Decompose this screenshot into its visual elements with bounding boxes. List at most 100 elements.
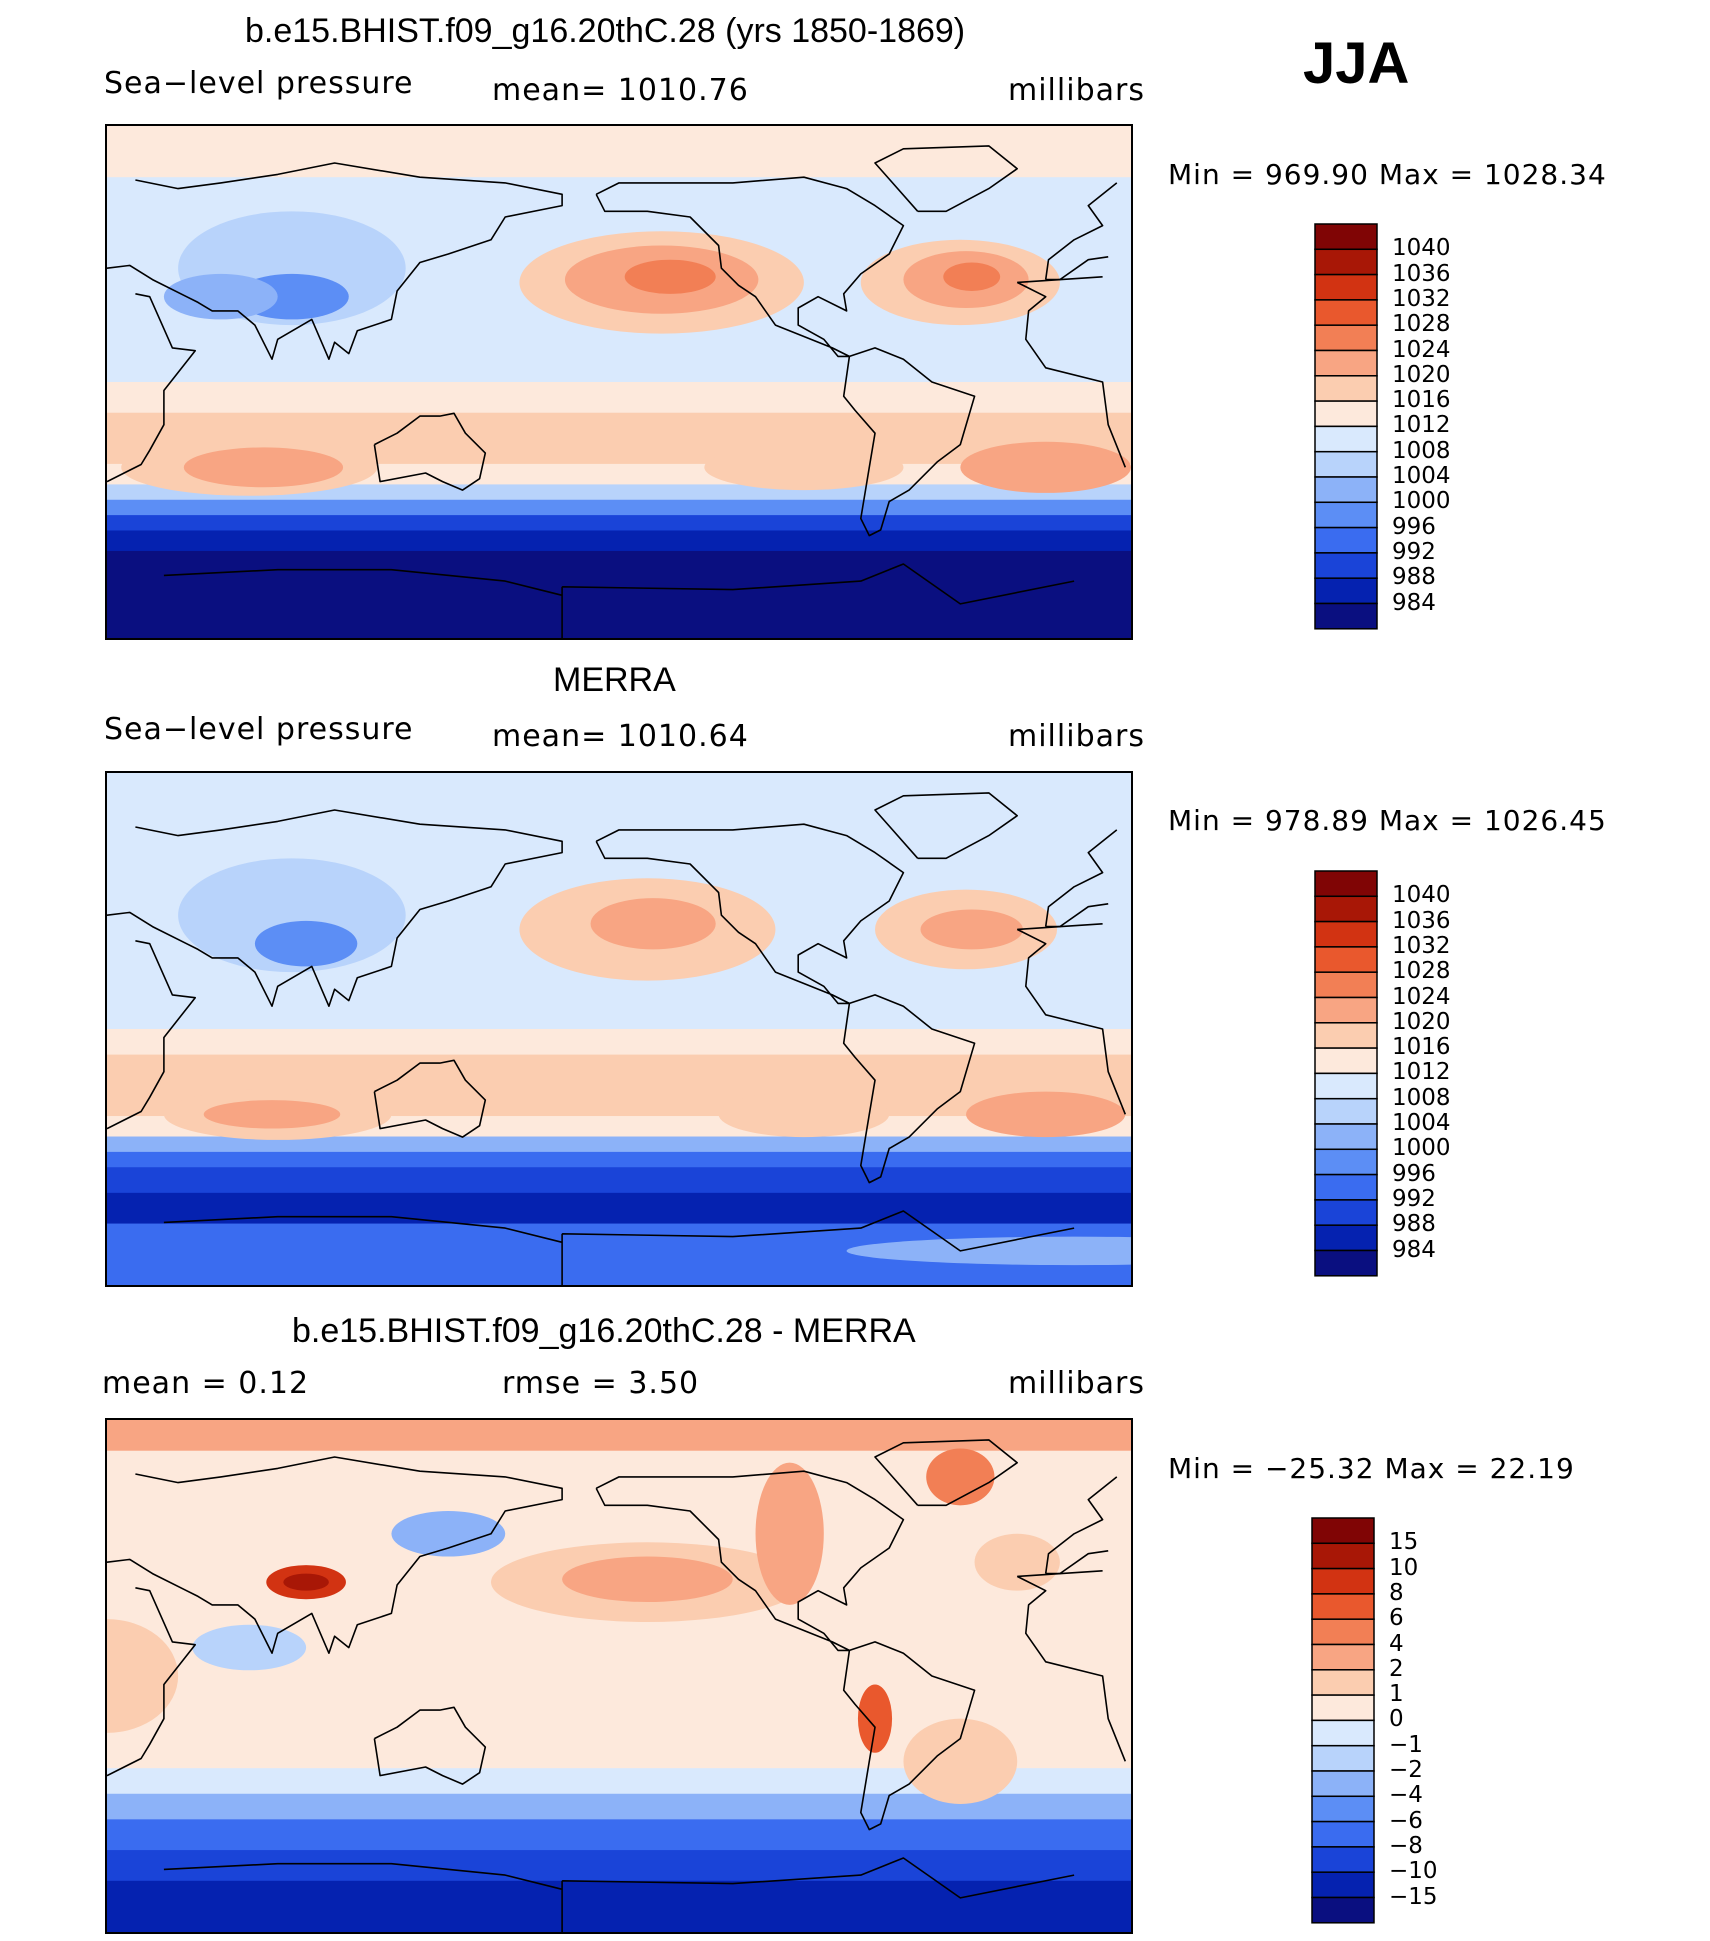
colorbar-tick-label: 6 <box>1389 1605 1404 1632</box>
pressure-cell <box>183 447 344 488</box>
pressure-cell <box>590 898 716 950</box>
panel-2-colorbar: 1040 1036 1032 1028 1024 1020 1016 1012 1008 1004… <box>1314 870 1451 1282</box>
pressure-band <box>107 1880 1131 1932</box>
panel-2-units: millibars <box>1008 719 1145 754</box>
colorbar-tick-label: 1028 <box>1392 958 1451 985</box>
panel-3-map <box>105 1418 1133 1934</box>
pressure-cell <box>391 1511 506 1557</box>
colorbar-tick-label: −6 <box>1389 1807 1423 1834</box>
colorbar-tick-label: 992 <box>1392 1185 1436 1212</box>
colorbar-swatch <box>1314 1047 1378 1075</box>
colorbar-swatch <box>1314 870 1378 898</box>
coastline <box>163 1210 1075 1285</box>
colorbar-swatch <box>1311 1567 1375 1595</box>
colorbar-swatch <box>1314 349 1378 377</box>
colorbar-tick-label: 1024 <box>1392 983 1451 1010</box>
pressure-band <box>107 1192 1131 1225</box>
pressure-cell <box>926 1448 995 1506</box>
colorbar-swatch <box>1314 223 1378 251</box>
pressure-band <box>107 515 1131 532</box>
coastline <box>874 1439 1018 1507</box>
panel-2-minmax: Min = 978.89 Max = 1026.45 <box>1168 804 1607 837</box>
panel-2-variable: Sea−level pressure <box>104 712 414 747</box>
colorbar-tick-label: 1036 <box>1392 260 1451 287</box>
coastline <box>874 145 1018 213</box>
colorbar-swatch <box>1314 602 1378 630</box>
pressure-cell <box>107 1619 179 1733</box>
pressure-band <box>107 550 1131 638</box>
colorbar-swatch <box>1314 1022 1378 1049</box>
pressure-band <box>107 126 1131 179</box>
panel-3-title: b.e15.BHIST.f09_g16.20thC.28 - MERRA <box>292 1312 916 1350</box>
colorbar-swatch <box>1314 1173 1378 1201</box>
colorbar-tick-label: 984 <box>1392 1236 1436 1263</box>
colorbar-tick-label: 15 <box>1389 1529 1419 1556</box>
colorbar-tick-label: 1004 <box>1392 463 1451 489</box>
colorbar-tick-label: 8 <box>1389 1579 1404 1606</box>
colorbar-swatch <box>1314 476 1378 504</box>
colorbar-swatch <box>1311 1669 1375 1696</box>
colorbar-tick-label: 1004 <box>1392 1110 1451 1136</box>
panel-1-mean: mean= 1010.76 <box>492 73 749 108</box>
pressure-band <box>107 530 1131 552</box>
colorbar-tick-label: 1032 <box>1392 932 1451 959</box>
colorbar-tick-label: 2 <box>1389 1655 1404 1682</box>
colorbar-tick-label: 0 <box>1389 1706 1404 1733</box>
colorbar-tick-label: 1008 <box>1392 1084 1451 1111</box>
colorbar-swatch <box>1311 1694 1375 1722</box>
colorbar-swatch <box>1311 1719 1375 1747</box>
colorbar-tick-label: 1012 <box>1392 412 1451 439</box>
coastline <box>163 1857 1075 1932</box>
colorbar-tick-label: −15 <box>1389 1883 1438 1910</box>
pressure-cell <box>624 259 716 294</box>
colorbar-swatch <box>1314 1199 1378 1226</box>
colorbar-swatch <box>1314 946 1378 973</box>
panel-1-colorbar: 1040 1036 1032 1028 1024 1020 1016 1012 1008 1004… <box>1314 223 1451 635</box>
coastline <box>163 563 1075 638</box>
colorbar-swatch <box>1314 450 1378 478</box>
colorbar-tick-label: 1040 <box>1392 882 1451 909</box>
colorbar-swatch <box>1311 1643 1375 1671</box>
colorbar-swatch <box>1314 1148 1378 1176</box>
colorbar-tick-label: 1 <box>1389 1681 1404 1708</box>
pressure-cell <box>254 920 358 967</box>
colorbar-swatch <box>1314 248 1378 276</box>
colorbar-swatch <box>1311 1618 1375 1646</box>
panel-3-minmax: Min = −25.32 Max = 22.19 <box>1168 1452 1575 1485</box>
coastline <box>595 1470 905 1652</box>
pressure-band <box>107 1819 1131 1852</box>
colorbar-swatch <box>1311 1896 1375 1924</box>
pressure-cell <box>966 1091 1126 1138</box>
colorbar-swatch <box>1314 1224 1378 1252</box>
panel-2-title: MERRA <box>553 661 676 699</box>
panel-1-variable: Sea−level pressure <box>104 66 414 101</box>
colorbar-tick-label: 988 <box>1392 564 1436 591</box>
pressure-cell <box>283 1573 329 1591</box>
colorbar-swatch <box>1314 526 1378 554</box>
colorbar-swatch <box>1311 1517 1375 1545</box>
colorbar-swatch <box>1314 299 1378 326</box>
pressure-cell <box>718 1091 890 1138</box>
colorbar-swatch <box>1311 1542 1375 1570</box>
pressure-cell <box>857 1684 893 1753</box>
colorbar-tick-label: 4 <box>1389 1630 1404 1657</box>
panel-1-minmax: Min = 969.90 Max = 1028.34 <box>1168 158 1607 191</box>
panel-3-colorbar: 15 10 8 6 4 2 1 0 −1 −2 −4 −6 −8 −10 −15 <box>1311 1517 1438 1929</box>
colorbar-tick-label: 1016 <box>1392 1034 1451 1061</box>
colorbar-swatch <box>1314 920 1378 948</box>
colorbar-swatch <box>1314 1097 1378 1125</box>
colorbar-swatch <box>1314 425 1378 453</box>
pressure-cell <box>943 262 1001 291</box>
colorbar-tick-label: 1012 <box>1392 1059 1451 1086</box>
coastline <box>107 162 1118 360</box>
season-label: JJA <box>1303 31 1410 96</box>
coastline <box>842 1641 976 1831</box>
panel-1-units: millibars <box>1008 73 1145 108</box>
coastline <box>842 994 976 1184</box>
pressure-cell <box>920 909 1023 950</box>
panel-3-rmse: rmse = 3.50 <box>502 1366 700 1401</box>
panel-1-title: b.e15.BHIST.f09_g16.20thC.28 (yrs 1850-1… <box>245 12 966 50</box>
colorbar-tick-label: −8 <box>1389 1832 1423 1859</box>
colorbar-swatch <box>1311 1820 1375 1848</box>
pressure-band <box>107 1136 1131 1153</box>
